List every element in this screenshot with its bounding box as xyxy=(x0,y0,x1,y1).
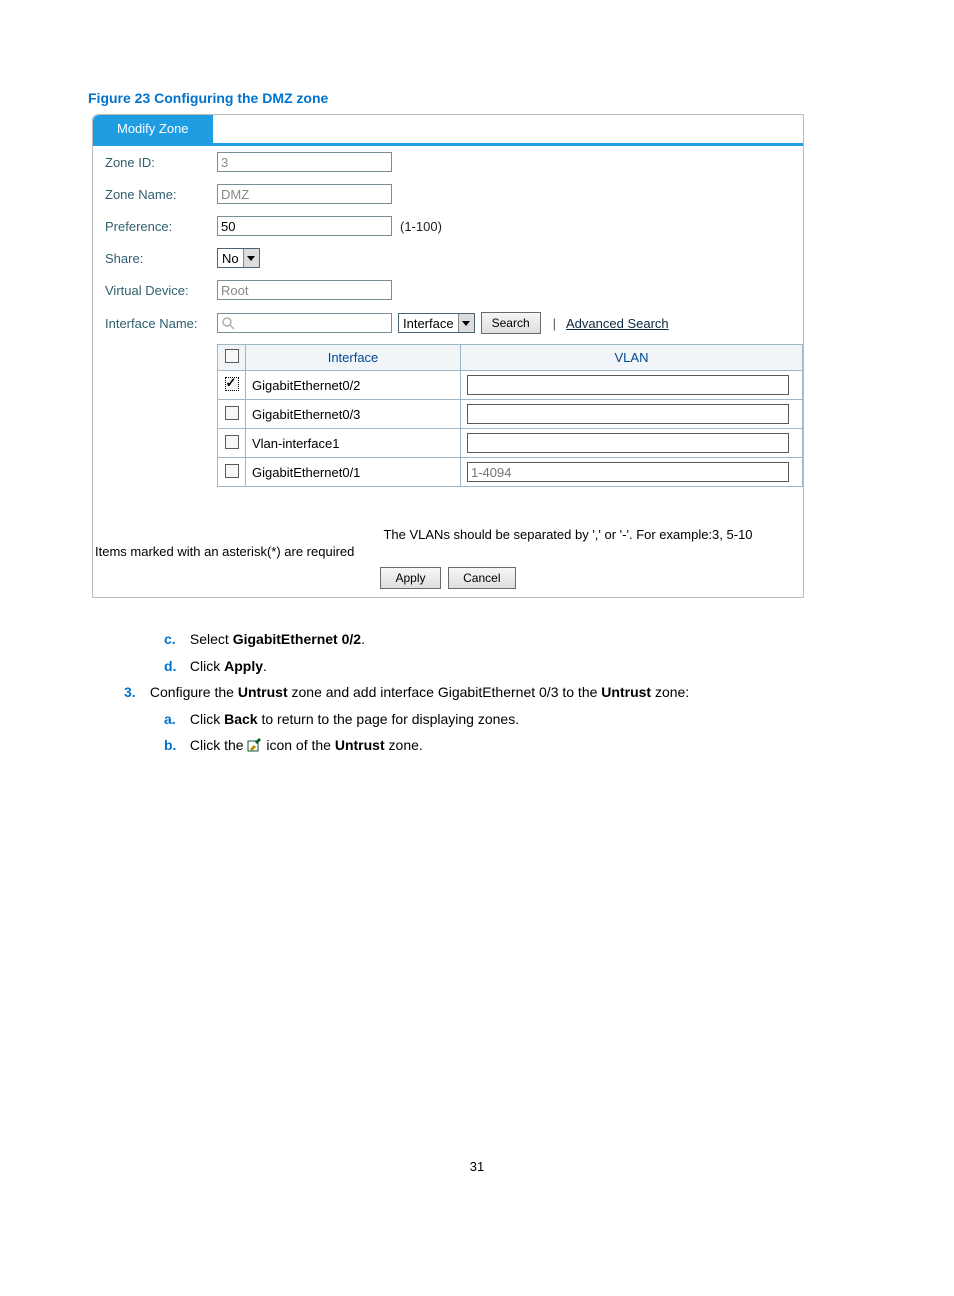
step-c-text: Select GigabitEthernet 0/2. xyxy=(190,631,365,647)
row-checkbox[interactable] xyxy=(225,406,239,420)
vlan-input[interactable] xyxy=(467,404,789,424)
header-vlan: VLAN xyxy=(461,345,803,371)
row-checkbox[interactable] xyxy=(225,464,239,478)
step-d-marker: d. xyxy=(164,653,186,680)
row-checkbox[interactable] xyxy=(225,377,239,391)
step-3a-marker: a. xyxy=(164,706,186,733)
zone-id-label: Zone ID: xyxy=(105,155,217,170)
page-number: 31 xyxy=(92,1159,862,1174)
zone-name-input[interactable] xyxy=(217,184,392,204)
interface-cell: GigabitEthernet0/3 xyxy=(246,400,461,429)
step-3-text: Configure the Untrust zone and add inter… xyxy=(150,684,689,700)
virtual-device-label: Virtual Device: xyxy=(105,283,217,298)
preference-label: Preference: xyxy=(105,219,217,234)
interface-cell: GigabitEthernet0/2 xyxy=(246,371,461,400)
interface-name-label: Interface Name: xyxy=(105,316,217,331)
preference-input[interactable] xyxy=(217,216,392,236)
interface-table: Interface VLAN GigabitEthernet0/2Gigabit… xyxy=(217,344,803,487)
instruction-block: c. Select GigabitEthernet 0/2. d. Click … xyxy=(92,626,862,759)
modify-zone-panel: Modify Zone Zone ID: Zone Name: Preferen… xyxy=(92,114,804,598)
edit-icon xyxy=(247,734,262,748)
vlan-input[interactable] xyxy=(467,375,789,395)
dropdown-arrow-icon xyxy=(243,249,259,267)
select-all-checkbox[interactable] xyxy=(225,349,239,363)
share-label: Share: xyxy=(105,251,217,266)
table-row: Vlan-interface1 xyxy=(218,429,803,458)
search-field-value: Interface xyxy=(399,316,458,331)
figure-title: Figure 23 Configuring the DMZ zone xyxy=(88,90,862,106)
cancel-button[interactable]: Cancel xyxy=(448,567,515,589)
step-3a-text: Click Back to return to the page for dis… xyxy=(190,711,519,727)
header-checkbox-cell xyxy=(218,345,246,371)
table-row: GigabitEthernet0/3 xyxy=(218,400,803,429)
interface-cell: GigabitEthernet0/1 xyxy=(246,458,461,487)
search-input[interactable] xyxy=(217,313,392,333)
step-3-marker: 3. xyxy=(124,679,146,706)
interface-cell: Vlan-interface1 xyxy=(246,429,461,458)
header-interface: Interface xyxy=(246,345,461,371)
vlan-input[interactable] xyxy=(467,462,789,482)
row-checkbox[interactable] xyxy=(225,435,239,449)
table-row: GigabitEthernet0/1 xyxy=(218,458,803,487)
tab-modify-zone[interactable]: Modify Zone xyxy=(93,115,213,143)
virtual-device-input[interactable] xyxy=(217,280,392,300)
pipe-separator: | xyxy=(553,316,556,331)
required-note: Items marked with an asterisk(*) are req… xyxy=(93,542,803,565)
table-row: GigabitEthernet0/2 xyxy=(218,371,803,400)
step-d-text: Click Apply. xyxy=(190,658,267,674)
vlan-input[interactable] xyxy=(467,433,789,453)
zone-id-input[interactable] xyxy=(217,152,392,172)
search-button[interactable]: Search xyxy=(481,312,541,334)
apply-button[interactable]: Apply xyxy=(380,567,440,589)
vlan-separator-note: The VLANs should be separated by ',' or … xyxy=(93,527,803,542)
search-icon xyxy=(221,316,235,330)
dropdown-arrow-icon xyxy=(458,314,474,332)
search-field-dropdown[interactable]: Interface xyxy=(398,313,475,333)
share-value: No xyxy=(218,251,243,266)
step-3b-marker: b. xyxy=(164,732,186,759)
step-c-marker: c. xyxy=(164,626,186,653)
share-dropdown[interactable]: No xyxy=(217,248,260,268)
preference-hint: (1-100) xyxy=(400,219,442,234)
step-3b-text: Click the icon of the Untrust zone. xyxy=(190,737,423,753)
zone-name-label: Zone Name: xyxy=(105,187,217,202)
advanced-search-link[interactable]: Advanced Search xyxy=(566,316,669,331)
